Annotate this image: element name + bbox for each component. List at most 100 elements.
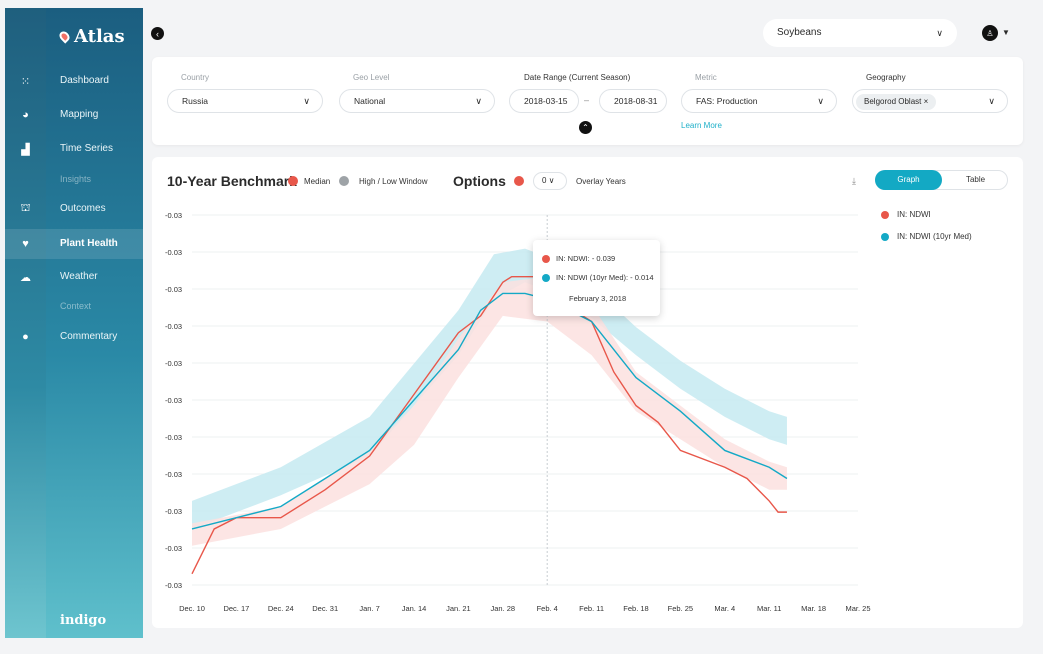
geo-level-value: National — [354, 96, 386, 106]
x-tick-label: Jan. 28 — [490, 604, 515, 613]
learn-more-link[interactable]: Learn More — [681, 121, 722, 130]
sidebar-section-context: Context — [60, 301, 92, 311]
cloud-icon[interactable]: ☁ — [20, 271, 31, 284]
heart-icon[interactable]: ♥ — [5, 229, 46, 259]
sidebar-item-dashboard[interactable]: Dashboard — [60, 75, 109, 86]
geography-chip[interactable]: Belgorod Oblast × — [856, 94, 937, 110]
date-range-separator: – — [584, 95, 590, 105]
user-icon: ♙ — [986, 28, 994, 38]
median-legend-dot[interactable] — [288, 176, 298, 186]
x-tick-label: Dec. 17 — [223, 604, 249, 613]
location-pin-icon — [57, 29, 72, 44]
chevron-left-icon: ‹ — [156, 28, 159, 39]
sidebar-section-insights: Insights — [60, 174, 92, 184]
sidebar-item-weather[interactable]: Weather — [60, 271, 98, 282]
metric-value: FAS: Production — [696, 96, 758, 106]
metric-select[interactable]: FAS: Production ∨ — [681, 89, 837, 113]
options-title: Options — [453, 173, 506, 189]
x-tick-label: Feb. 18 — [623, 604, 648, 613]
tooltip-row-ndwi: IN: NDWI: - 0.039 — [542, 254, 615, 263]
x-tick-label: Mar. 11 — [757, 604, 781, 613]
tooltip-dot-ndwi-med — [542, 273, 550, 282]
tooltip-row-ndwi-med: IN: NDWI (10yr Med): - 0.014 — [542, 273, 654, 282]
chevron-up-icon: ⌃ — [582, 123, 589, 132]
tooltip-text-ndwi: IN: NDWI: - 0.039 — [556, 254, 616, 263]
date-start-input[interactable]: 2018-03-15 — [509, 89, 579, 113]
date-range-label: Date Range (Current Season) — [524, 73, 631, 82]
y-tick-label: -0.03 — [165, 322, 182, 331]
app-logo[interactable]: Atlas — [57, 26, 125, 47]
legend-item-ndwi-med[interactable]: IN: NDWI (10yr Med) — [881, 232, 972, 241]
tooltip-text-ndwi-med: IN: NDWI (10yr Med): - 0.014 — [556, 273, 654, 282]
collapse-filters-button[interactable]: ⌃ — [579, 121, 592, 134]
crop-select[interactable]: Soybeans ∨ — [763, 19, 957, 47]
y-tick-label: -0.03 — [165, 433, 182, 442]
globe-icon[interactable]: ◕ — [22, 109, 29, 121]
view-toggle: Graph Table — [875, 170, 1008, 190]
grid-icon[interactable]: ⁙ — [20, 75, 31, 88]
tooltip-date: February 3, 2018 — [569, 294, 627, 303]
sidebar-item-time-series[interactable]: Time Series — [60, 143, 113, 154]
sidebar-item-mapping[interactable]: Mapping — [60, 109, 99, 120]
country-value: Russia — [182, 96, 208, 106]
y-tick-label: -0.03 — [165, 285, 182, 294]
y-tick-label: -0.03 — [165, 470, 182, 479]
y-tick-label: -0.03 — [165, 396, 182, 405]
chart-title: 10-Year Benchmark — [167, 173, 297, 189]
y-tick-label: -0.03 — [165, 359, 182, 368]
chevron-down-icon: ∨ — [936, 28, 943, 38]
icon-rail: ⁙ ◕ ▟ ⛫ ♥ ☁ ● — [5, 8, 46, 638]
chart-card: -0.03 -0.03 -0.03 -0.03 -0.03 -0.03 -0.03 -0.03… — [152, 157, 1023, 628]
download-icon[interactable]: ⤓ — [852, 176, 856, 186]
x-tick-label: Feb. 4 — [537, 604, 558, 613]
chevron-down-icon: ∨ — [475, 96, 482, 106]
filters-panel: Country Russia ∨ Geo Level National ∨ Da… — [152, 57, 1023, 145]
x-tick-label: Dec. 10 — [179, 604, 205, 613]
high-low-legend-dot[interactable] — [339, 176, 349, 186]
geography-select[interactable]: Belgorod Oblast × ∨ — [852, 89, 1008, 113]
bar-chart-icon[interactable]: ▟ — [21, 143, 30, 156]
y-tick-label: -0.03 — [165, 507, 182, 516]
band-area — [192, 276, 787, 546]
geo-level-label: Geo Level — [353, 73, 390, 82]
back-button[interactable]: ‹ — [151, 27, 164, 40]
user-avatar[interactable]: ♙ — [982, 25, 998, 41]
y-tick-label: -0.03 — [165, 248, 182, 257]
chevron-down-icon: ∨ — [988, 96, 995, 106]
caret-down-icon[interactable]: ▼ — [1002, 28, 1010, 37]
band-area — [192, 248, 787, 529]
y-tick-label: -0.03 — [165, 581, 182, 590]
x-tick-label: Mar. 25 — [845, 604, 870, 613]
y-tick-label: -0.03 — [165, 211, 182, 220]
series-line — [191, 292, 788, 530]
benchmark-chart: -0.03 -0.03 -0.03 -0.03 -0.03 -0.03 -0.03 -0.03… — [165, 211, 871, 613]
table-toggle[interactable]: Table — [965, 175, 986, 184]
overlay-color-dot[interactable] — [514, 176, 524, 186]
legend-label-ndwi: IN: NDWI — [897, 210, 931, 219]
legend-item-ndwi[interactable]: IN: NDWI — [881, 210, 931, 219]
sidebar-item-commentary[interactable]: Commentary — [60, 331, 118, 342]
crop-select-value: Soybeans — [777, 27, 822, 38]
sidebar-item-outcomes[interactable]: Outcomes — [60, 203, 106, 214]
sidebar-item-plant-health[interactable]: Plant Health — [46, 229, 143, 259]
overlay-years-select[interactable]: 0 ∨ — [533, 172, 567, 190]
overlay-years-label: Overlay Years — [576, 177, 626, 186]
comment-icon[interactable]: ● — [22, 331, 29, 343]
basket-icon[interactable]: ⛫ — [20, 202, 31, 214]
median-legend-label: Median — [304, 177, 331, 186]
x-tick-label: Mar. 18 — [801, 604, 826, 613]
country-select[interactable]: Russia ∨ — [167, 89, 323, 113]
legend-label-ndwi-med: IN: NDWI (10yr Med) — [897, 232, 972, 241]
chart-tooltip: IN: NDWI: - 0.039 IN: NDWI (10yr Med): -… — [533, 240, 660, 316]
graph-toggle[interactable]: Graph — [875, 170, 942, 190]
legend-dot-ndwi — [881, 210, 889, 219]
app-name: Atlas — [74, 26, 125, 47]
country-label: Country — [181, 73, 210, 82]
metric-label: Metric — [695, 73, 717, 82]
geo-level-select[interactable]: National ∨ — [339, 89, 495, 113]
date-end-input[interactable]: 2018-08-31 — [599, 89, 667, 113]
chevron-down-icon: ∨ — [817, 96, 824, 106]
high-low-legend-label: High / Low Window — [359, 177, 428, 186]
x-tick-label: Dec. 24 — [268, 604, 294, 613]
